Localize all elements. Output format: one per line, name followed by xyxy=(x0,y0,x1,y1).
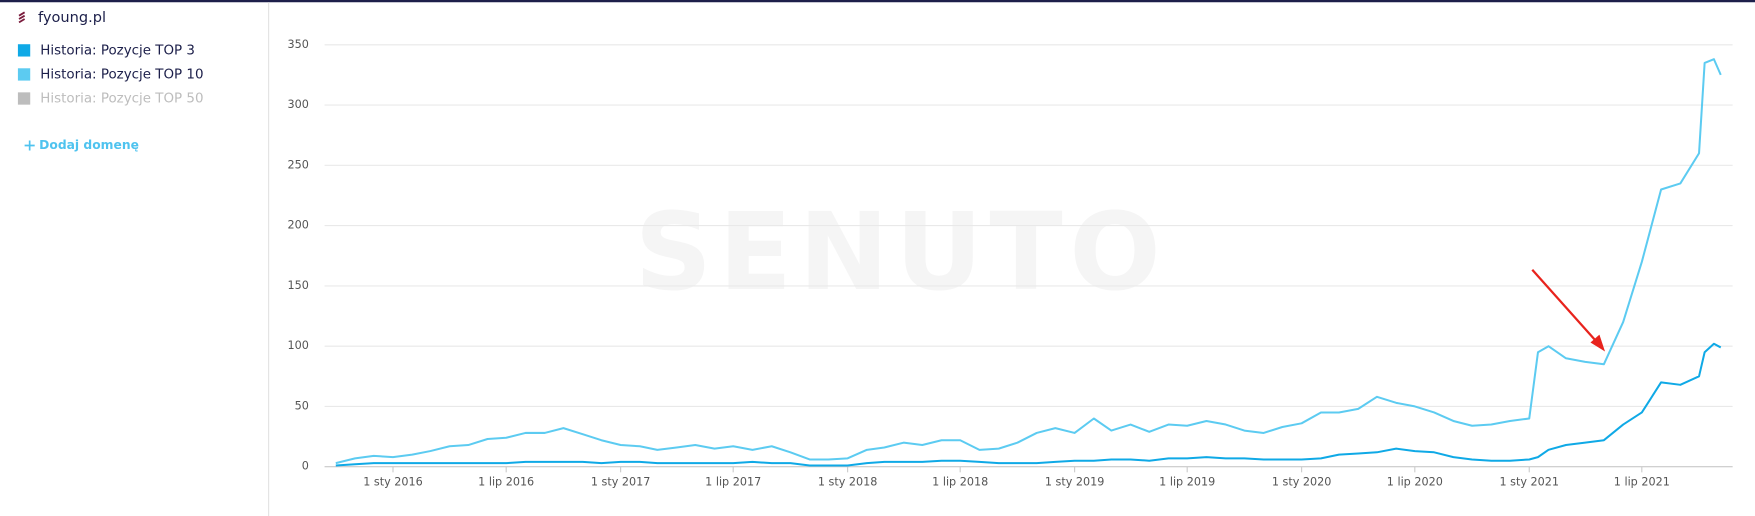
x-tick-label: 1 lip 2020 xyxy=(1387,475,1443,488)
x-tick-label: 1 sty 2017 xyxy=(591,475,651,488)
y-tick-label: 300 xyxy=(288,98,309,111)
x-tick-label: 1 lip 2017 xyxy=(705,475,761,488)
series-line xyxy=(335,342,1722,467)
legend-swatch xyxy=(17,68,31,81)
annotation-arrow xyxy=(1531,269,1606,352)
domain-name: fyoung.pl xyxy=(38,9,106,26)
x-tick-label: 1 sty 2019 xyxy=(1045,475,1105,488)
x-tick-label: 1 sty 2018 xyxy=(818,475,878,488)
add-domain-link[interactable]: Dodaj domenę xyxy=(39,138,139,152)
series-line xyxy=(335,58,1722,465)
x-tick-label: 1 sty 2021 xyxy=(1499,475,1559,488)
top-bar xyxy=(0,0,1755,3)
x-tick-label: 1 lip 2021 xyxy=(1614,475,1670,488)
x-tick-label: 1 lip 2019 xyxy=(1159,475,1215,488)
legend-swatch xyxy=(17,92,31,105)
add-domain[interactable]: Dodaj domenę xyxy=(24,138,139,152)
plot: 0 50 100 150 200 250 300 350 1 sty 2016 1 lip 201… xyxy=(288,38,1733,488)
y-tick-label: 250 xyxy=(288,158,309,171)
legend-label: Historia: Pozycje TOP 3 xyxy=(40,43,195,58)
watermark: SENUTO xyxy=(635,190,1168,315)
legend-label: Historia: Pozycje TOP 10 xyxy=(40,67,203,82)
y-tick-label: 350 xyxy=(288,38,309,51)
x-tick-label: 1 sty 2020 xyxy=(1272,475,1332,488)
y-tick-label: 50 xyxy=(295,399,309,412)
y-tick-label: 200 xyxy=(288,219,309,232)
x-tick-label: 1 lip 2016 xyxy=(478,475,534,488)
legend: Historia: Pozycje TOP 3 Historia: Pozycje… xyxy=(17,43,203,107)
legend-swatch xyxy=(17,44,31,57)
y-tick-label: 150 xyxy=(288,279,309,292)
y-tick-label: 100 xyxy=(288,339,309,352)
x-tick-label: 1 sty 2016 xyxy=(363,475,423,488)
y-tick-label: 0 xyxy=(302,460,309,473)
plus-icon xyxy=(24,140,35,151)
x-tick-label: 1 lip 2018 xyxy=(932,475,988,488)
domain-icon xyxy=(18,11,26,24)
legend-label: Historia: Pozycje TOP 50 xyxy=(40,92,203,107)
